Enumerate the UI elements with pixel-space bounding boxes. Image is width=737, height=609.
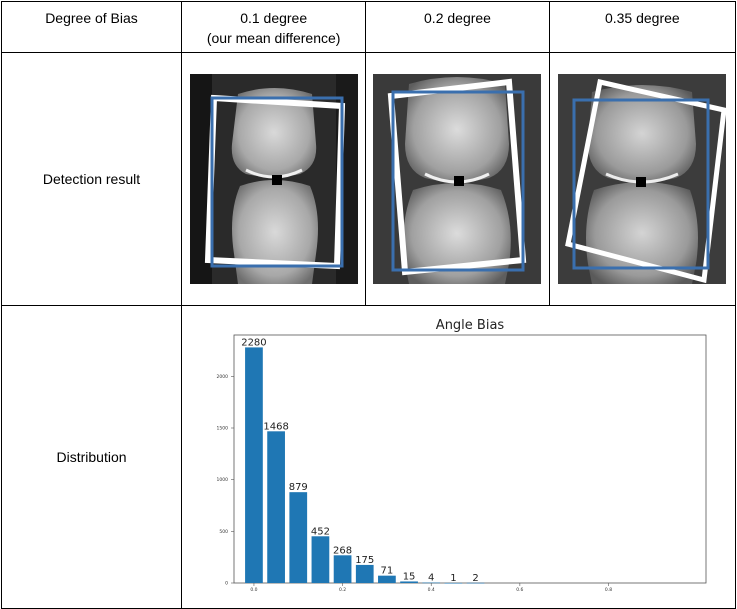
header-0-1-degree-label: 0.1 degree	[240, 10, 308, 26]
y-tick-label-2: 1000	[217, 477, 229, 483]
bar-label-1: 1468	[263, 421, 288, 432]
bar-label-2: 879	[289, 482, 308, 493]
bar-label-9: 1	[450, 573, 456, 584]
bar-5	[355, 564, 374, 583]
y-tick-label-0: 0	[225, 581, 228, 587]
y-tick-label-1: 500	[219, 529, 228, 535]
y-tick-label-3: 1500	[217, 426, 229, 432]
bar-label-0: 2280	[241, 337, 266, 348]
header-degree-of-bias: Degree of Bias	[1, 1, 182, 53]
bar-label-4: 268	[333, 545, 352, 556]
header-0-35-degree-label: 0.35 degree	[604, 10, 680, 26]
bar-label-6: 71	[381, 566, 394, 577]
header-degree-of-bias-label: Degree of Bias	[45, 10, 138, 26]
bar-6	[378, 575, 396, 583]
x-tick-label-2: 0.4	[428, 587, 435, 593]
bar-3	[311, 536, 330, 583]
bar-label-10: 2	[472, 573, 478, 584]
bar-label-3: 452	[311, 526, 330, 537]
xray-image-0-35-degree	[558, 74, 727, 284]
bar-label-5: 175	[355, 555, 374, 566]
distribution-row: Distribution Angle Bias 2280 1468 879 452 268…	[1, 305, 736, 609]
detection-image-cell-0-35	[548, 52, 737, 306]
x-tick-label-0: 0.0	[250, 587, 257, 593]
bar-9	[444, 582, 463, 584]
y-tick-label-4: 2000	[217, 374, 229, 380]
bar-8	[422, 582, 441, 584]
x-tick-label-4: 0.8	[605, 587, 612, 593]
distribution-label: Distribution	[56, 449, 127, 465]
header-row: Degree of Bias 0.1 degree (our mean diff…	[1, 1, 737, 53]
bar-7	[400, 581, 418, 583]
bar-10	[466, 582, 485, 584]
detection-result-label: Detection result	[42, 171, 141, 187]
xray-image-0-1-degree	[189, 74, 358, 284]
header-mean-difference-note: (our mean difference)	[206, 30, 341, 46]
header-0-1-degree: 0.1 degree (our mean difference)	[180, 1, 367, 53]
header-0-2-degree: 0.2 degree	[365, 1, 550, 53]
x-tick-label-1: 0.2	[339, 587, 346, 593]
bar-0	[245, 347, 263, 583]
header-0-35-degree: 0.35 degree	[548, 1, 737, 53]
header-0-2-degree-label: 0.2 degree	[424, 10, 491, 26]
x-tick-label-3: 0.6	[516, 587, 523, 593]
bar-1	[267, 431, 285, 583]
detection-image-cell-0-1	[180, 52, 367, 306]
distribution-chart-cell: Angle Bias 2280 1468 879 452 268 175 71 15 4 1 2 0 50…	[181, 305, 736, 609]
bar-2	[289, 492, 308, 583]
bar-label-8: 4	[428, 573, 434, 584]
detection-row: Detection result	[1, 52, 737, 306]
bar-label-7: 15	[403, 571, 416, 582]
xray-image-0-2-degree	[373, 74, 542, 284]
detection-result-label-cell: Detection result	[1, 52, 182, 306]
detection-image-cell-0-2	[365, 52, 550, 306]
bar-4	[333, 555, 352, 583]
chart-title: Angle Bias	[436, 318, 505, 333]
distribution-label-cell: Distribution	[1, 305, 182, 609]
